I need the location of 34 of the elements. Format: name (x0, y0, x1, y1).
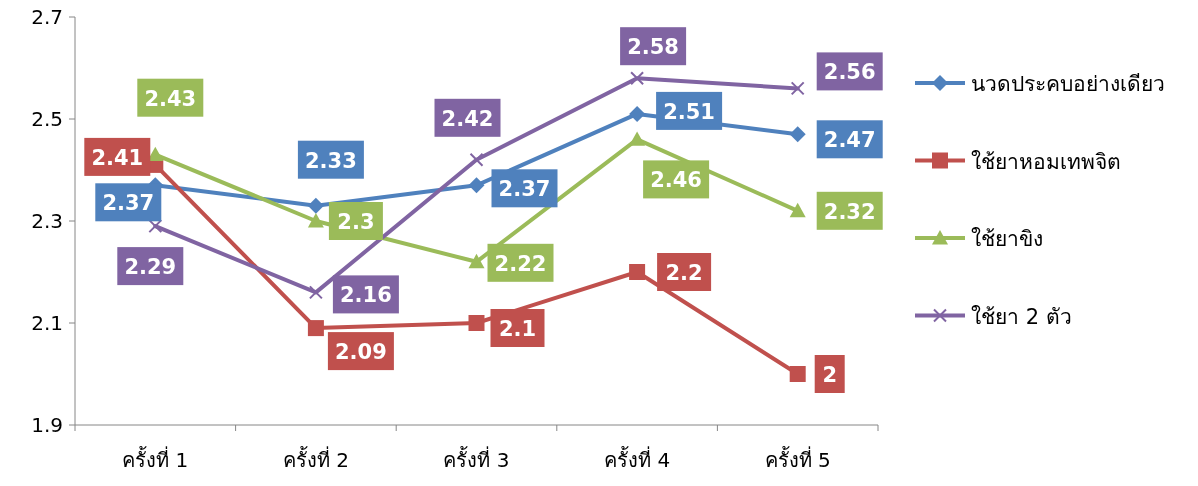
data-label: 2.47 (823, 128, 876, 153)
data-label: 2.43 (144, 86, 197, 111)
data-label: 2.3 (337, 210, 375, 234)
data-label: 2.33 (304, 148, 357, 173)
y-tick-label: 1.9 (31, 413, 63, 437)
data-label: 2.1 (498, 317, 537, 341)
data-label: 2.22 (494, 251, 547, 276)
y-tick-label: 2.3 (31, 209, 63, 233)
y-tick-label: 2.7 (31, 5, 63, 29)
y-tick-label: 2.1 (31, 311, 63, 335)
data-label: 2.29 (124, 255, 177, 280)
x-tick-label: ครั้งที่ 3 (443, 446, 510, 472)
x-tick-label: ครั้งที่ 4 (604, 446, 671, 472)
data-label: 2.56 (823, 60, 876, 85)
legend-label: นวดประคบอย่างเดียว (971, 72, 1165, 96)
legend-label: ใช้ยาหอมเทพจิต (971, 149, 1121, 174)
data-label: 2.2 (665, 261, 703, 285)
data-label: 2.46 (650, 168, 703, 193)
legend-label: ใช้ยาขิง (971, 227, 1043, 251)
x-tick-label: ครั้งที่ 1 (122, 446, 189, 472)
x-tick-label: ครั้งที่ 5 (764, 446, 831, 472)
data-label: 2 (822, 363, 838, 387)
data-label: 2.58 (627, 35, 680, 60)
data-label: 2.09 (334, 340, 387, 365)
data-label: 2.42 (441, 106, 494, 131)
data-label: 2.51 (663, 99, 716, 124)
data-label: 2.41 (91, 145, 144, 170)
data-label: 2.16 (339, 283, 392, 308)
data-label: 2.32 (823, 199, 876, 224)
legend-label: ใช้ยา 2 ตัว (971, 304, 1072, 329)
x-tick-label: ครั้งที่ 2 (282, 446, 349, 472)
data-label: 2.37 (498, 177, 551, 202)
y-tick-label: 2.5 (31, 107, 63, 131)
data-label: 2.37 (102, 191, 155, 216)
